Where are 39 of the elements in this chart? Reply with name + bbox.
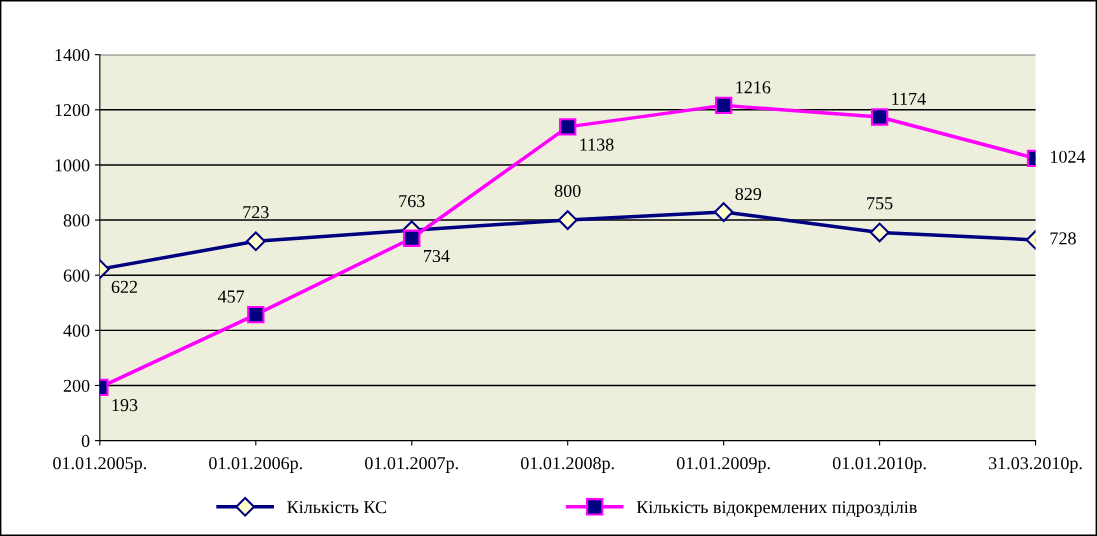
- y-tick-label: 1000: [55, 159, 90, 172]
- data-label: 1174: [892, 92, 926, 105]
- data-label: 728: [1050, 232, 1076, 245]
- x-tick-label: 01.01.2009р.: [676, 457, 770, 473]
- point: [714, 96, 733, 115]
- point: [247, 305, 265, 324]
- data-label: 1138: [580, 138, 614, 151]
- data-label: 829: [735, 187, 762, 201]
- point: [713, 202, 734, 222]
- legend-label: Кількість відокремлених підрозділів: [636, 501, 917, 517]
- data-label: 1024: [1051, 150, 1086, 163]
- y-tick-label: 400: [63, 324, 90, 337]
- data-label: 755: [867, 197, 893, 210]
- x-tick-label: 01.01.2010р.: [832, 457, 926, 473]
- y-tick-label: 200: [63, 379, 90, 392]
- point: [869, 222, 890, 243]
- data-label: 734: [424, 249, 450, 263]
- data-label: 1216: [736, 81, 771, 94]
- legend-label: Кількість КС: [287, 501, 387, 514]
- x-tick-label: 31.03.2010р.: [989, 457, 1082, 473]
- point: [559, 118, 577, 136]
- y-tick-label: 0: [81, 434, 90, 448]
- data-label: 763: [399, 195, 425, 208]
- y-tick-label: 800: [63, 214, 90, 227]
- data-label: 800: [554, 184, 581, 197]
- data-label: 723: [243, 206, 269, 219]
- x-tick-label: 01.01.2005р.: [53, 457, 147, 473]
- point: [870, 108, 889, 126]
- y-tick-label: 1200: [55, 104, 90, 117]
- y-tick-label: 600: [63, 269, 90, 282]
- data-label: 193: [112, 399, 138, 412]
- x-tick-label: 01.01.2007р.: [365, 457, 458, 473]
- x-tick-label: 01.01.2008р.: [520, 457, 614, 473]
- data-label: 622: [111, 280, 138, 293]
- point: [557, 210, 578, 230]
- x-tick-label: 01.01.2006р.: [209, 457, 302, 473]
- data-label: 457: [217, 290, 245, 303]
- point: [403, 229, 421, 247]
- y-tick-label: 1400: [55, 48, 90, 62]
